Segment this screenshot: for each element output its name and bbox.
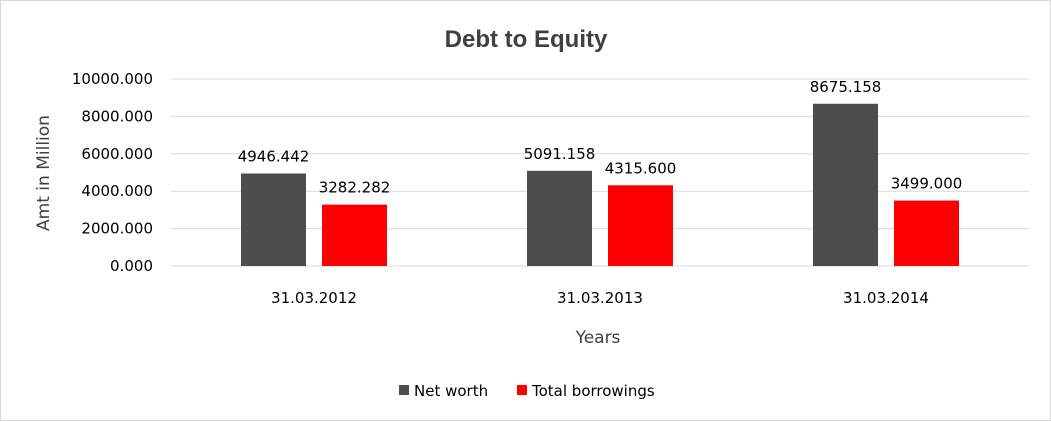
y-tick-label: 2000.000 xyxy=(81,220,153,238)
y-tick-label: 0.000 xyxy=(110,257,153,275)
data-label: 8675.158 xyxy=(810,78,882,96)
legend-swatch xyxy=(517,385,527,395)
y-axis-ticks: 0.000 2000.000 4000.000 6000.000 8000.000 100… xyxy=(72,70,153,275)
y-tick-label: 8000.000 xyxy=(81,107,153,125)
bar-net-worth xyxy=(527,170,592,266)
bar-net-worth xyxy=(241,173,306,266)
x-axis-categories: 31.03.2012 31.03.2013 31.03.2014 xyxy=(271,289,929,307)
legend-label: Total borrowings xyxy=(531,382,655,400)
x-category-label: 31.03.2013 xyxy=(557,289,643,307)
x-category-label: 31.03.2014 xyxy=(843,289,929,307)
data-labels: 4946.442 3282.282 5091.158 4315.600 8675.158… xyxy=(238,78,963,197)
bar-net-worth xyxy=(813,103,878,267)
data-label: 4946.442 xyxy=(238,148,310,166)
data-label: 5091.158 xyxy=(524,145,596,163)
x-axis-title: Years xyxy=(575,328,621,348)
data-label: 4315.600 xyxy=(605,159,677,177)
y-tick-label: 4000.000 xyxy=(81,182,153,200)
data-label: 3499.000 xyxy=(891,175,963,193)
bars xyxy=(241,103,959,267)
legend-swatch xyxy=(399,385,409,395)
y-tick-label: 10000.000 xyxy=(72,70,153,88)
bar-total-borrowings xyxy=(322,204,387,266)
gridlines xyxy=(171,78,1029,267)
chart-title: Debt to Equity xyxy=(445,26,608,53)
y-axis-title: Amt in Million xyxy=(34,115,54,231)
data-label: 3282.282 xyxy=(319,179,391,197)
bar-total-borrowings xyxy=(608,185,673,266)
y-tick-label: 6000.000 xyxy=(81,145,153,163)
legend: Net worth Total borrowings xyxy=(399,382,655,400)
bar-total-borrowings xyxy=(894,200,959,266)
x-category-label: 31.03.2012 xyxy=(271,289,357,307)
legend-label: Net worth xyxy=(414,382,488,400)
